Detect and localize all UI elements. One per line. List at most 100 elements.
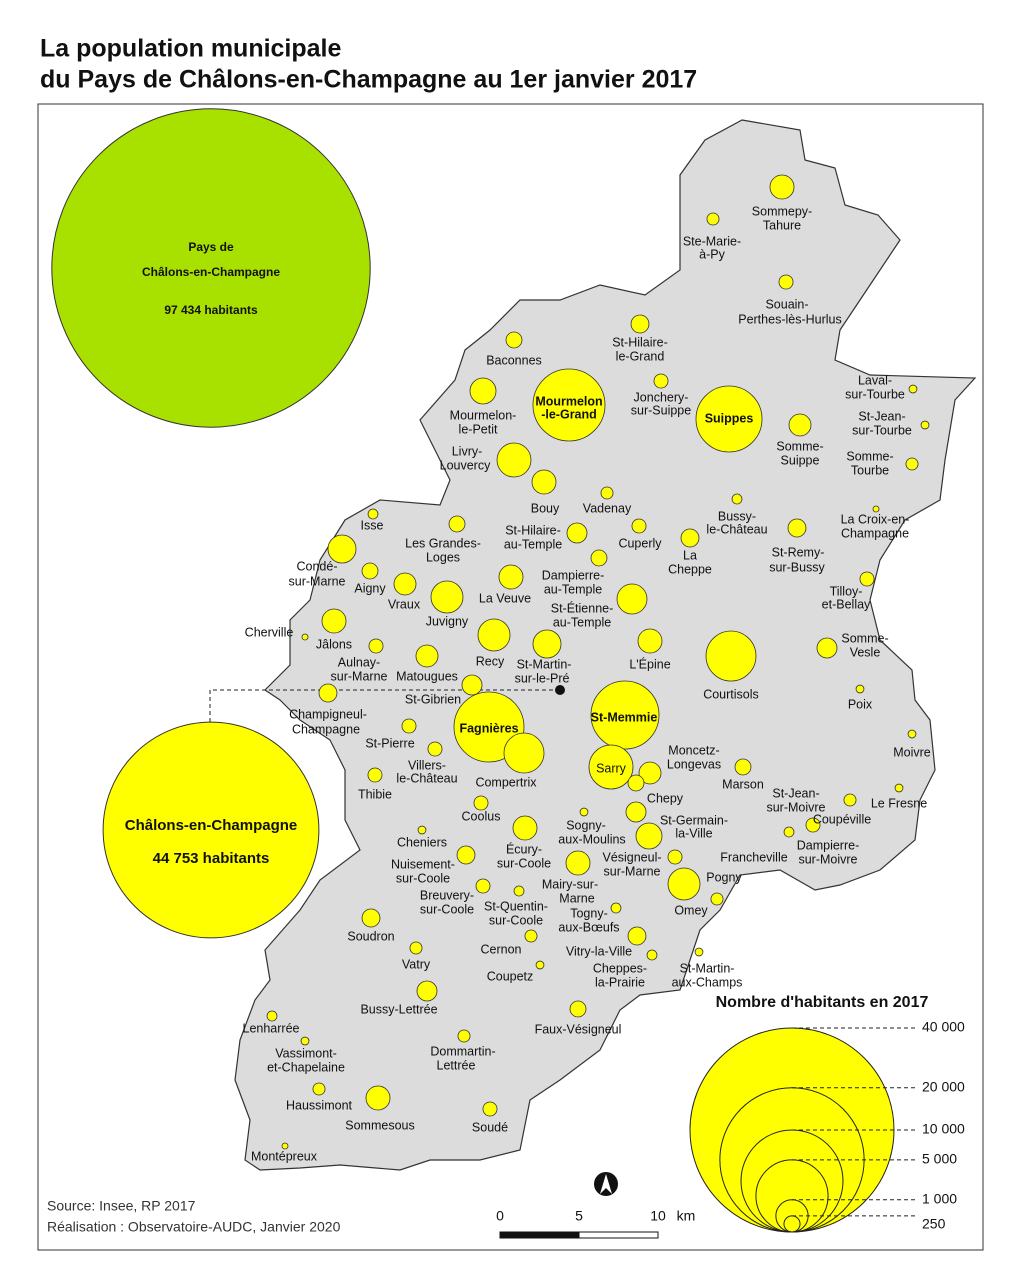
- commune-label: La Croix-en-: [841, 512, 910, 526]
- commune-label: -le-Grand: [541, 407, 597, 421]
- commune-circle: [448, 515, 466, 533]
- commune-label: Suippes: [705, 411, 754, 425]
- commune-circle: [616, 583, 648, 615]
- commune-circle: [638, 761, 662, 785]
- commune-label: Villers-: [408, 758, 446, 772]
- commune-label: St-Quentin-: [484, 899, 548, 913]
- commune-label: Omey: [674, 903, 708, 917]
- commune-label: St-Hilaire-: [505, 523, 561, 537]
- commune-circle: [401, 718, 417, 734]
- commune-label: La: [683, 548, 697, 562]
- north-arrow: [594, 1172, 618, 1196]
- commune-circle: [318, 683, 338, 703]
- commune-circle: [908, 384, 918, 394]
- pays-population: 97 434 habitants: [164, 303, 258, 317]
- chalons-location: [555, 685, 565, 695]
- commune-circle: [667, 849, 683, 865]
- commune-label: le-Grand: [616, 349, 665, 363]
- commune-circle: [646, 949, 658, 961]
- commune-circle: [409, 941, 423, 955]
- commune-label: Aulnay-: [338, 655, 380, 669]
- commune-label: Cheniers: [397, 835, 447, 849]
- commune-circle: [312, 1082, 326, 1096]
- commune-circle: [805, 817, 821, 833]
- scale-label: 0: [496, 1208, 504, 1224]
- commune-label: sur-Suippe: [631, 403, 691, 417]
- commune-circle: [627, 774, 645, 792]
- pays-label: Châlons-en-Champagne: [142, 265, 280, 279]
- commune-label: Cherville: [245, 625, 294, 639]
- commune-circle: [788, 413, 812, 437]
- commune-label: Mourmelon: [535, 394, 602, 408]
- commune-circle: [816, 637, 838, 659]
- commune-circle: [531, 469, 557, 495]
- commune-circle: [566, 522, 588, 544]
- commune-circle: [361, 562, 379, 580]
- commune-circle: [361, 908, 381, 928]
- commune-label: Dampierre-: [542, 568, 605, 582]
- commune-circle: [787, 518, 807, 538]
- commune-label: Isse: [361, 518, 384, 532]
- commune-label: sur-Bussy: [769, 560, 825, 574]
- commune-circle: [513, 885, 525, 897]
- commune-circle: [365, 1085, 391, 1111]
- commune-label: Courtisols: [703, 687, 759, 701]
- commune-label: Condé-: [297, 559, 338, 573]
- commune-circle: [590, 549, 608, 567]
- pays-circle: [51, 108, 371, 428]
- commune-label: Cuperly: [618, 536, 662, 550]
- commune-label: Pogny: [706, 870, 742, 884]
- chalons-label: Châlons-en-Champagne: [125, 817, 298, 834]
- commune-circle: [855, 684, 865, 694]
- commune-label: Coupéville: [813, 812, 871, 826]
- commune-label: la-Prairie: [595, 975, 645, 989]
- commune-label: Mairy-sur-: [542, 877, 598, 891]
- commune-circle: [610, 902, 622, 914]
- commune-circle: [417, 825, 427, 835]
- commune-circle: [783, 826, 795, 838]
- commune-label: Vésigneul-: [602, 850, 661, 864]
- commune-circle: [579, 807, 589, 817]
- commune-circle: [427, 741, 443, 757]
- commune-circle: [843, 793, 857, 807]
- commune-circle: [590, 680, 660, 750]
- commune-label: Soudron: [347, 929, 394, 943]
- commune-label: Tourbe: [851, 463, 889, 477]
- scale-segment: [499, 1231, 580, 1239]
- legend-label: 5 000: [922, 1151, 957, 1167]
- commune-circle: [475, 878, 491, 894]
- commune-label: Recy: [476, 654, 505, 668]
- commune-label: Vitry-la-Ville: [566, 944, 632, 958]
- commune-label: Vassimont-: [275, 1046, 337, 1060]
- commune-label: sur-Tourbe: [852, 423, 912, 437]
- commune-circle: [477, 618, 511, 652]
- source: Source: Insee, RP 2017: [47, 1198, 196, 1214]
- commune-circle: [695, 385, 763, 453]
- commune-circle: [503, 732, 545, 774]
- commune-circle: [710, 892, 724, 906]
- commune-label: Fagnières: [459, 721, 518, 735]
- commune-label: St-Pierre: [365, 736, 414, 750]
- commune-label: la-Ville: [675, 826, 712, 840]
- commune-label: Laval-: [858, 373, 892, 387]
- commune-circle: [631, 518, 647, 534]
- commune-circle: [920, 420, 930, 430]
- commune-label: Montépreux: [251, 1149, 318, 1163]
- commune-circle: [635, 822, 663, 850]
- commune-label: sur-Moivre: [766, 800, 825, 814]
- commune-label: Champigneul-: [289, 707, 367, 721]
- commune-label: Champagne: [292, 722, 360, 736]
- commune-label: Poix: [848, 697, 873, 711]
- commune-label: aux-Moulins: [558, 832, 625, 846]
- commune-label: au-Temple: [553, 615, 611, 629]
- commune-circle: [630, 314, 650, 334]
- scale-label: 5: [575, 1208, 583, 1224]
- commune-label: Champagne: [841, 526, 909, 540]
- commune-label: St-Memmie: [591, 710, 658, 724]
- commune-circle: [872, 505, 880, 513]
- commune-label: Jonchery-: [634, 390, 689, 404]
- commune-label: sur-Marne: [289, 574, 346, 588]
- commune-circle: [368, 638, 384, 654]
- commune-label: sur-Coole: [420, 902, 474, 916]
- commune-circle: [600, 486, 614, 500]
